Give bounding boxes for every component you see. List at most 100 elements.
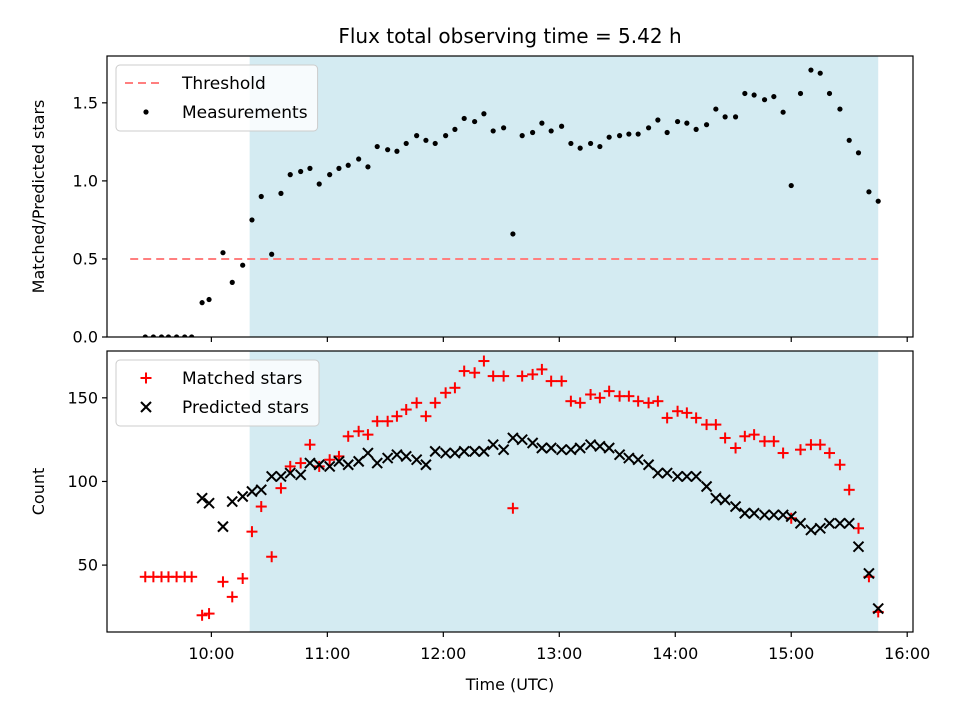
data-point [275, 470, 287, 483]
data-point [643, 397, 655, 409]
data-point [429, 445, 441, 458]
x-axis-label: Time (UTC) [465, 675, 554, 694]
x-tick-label: 16:00 [884, 644, 930, 663]
data-point [632, 454, 644, 466]
data-point [371, 457, 383, 469]
data-point [507, 432, 519, 444]
data-point [795, 444, 807, 456]
data-point [759, 435, 771, 447]
y-tick-label: 0.0 [73, 328, 98, 347]
data-point [616, 133, 623, 139]
data-point [555, 443, 568, 456]
data-point [863, 567, 875, 580]
data-point [478, 355, 490, 367]
data-point [866, 189, 872, 195]
data-point [613, 448, 626, 461]
legend-label: Matched stars [182, 369, 302, 389]
data-point [703, 122, 710, 128]
axes-frame [106, 350, 914, 633]
data-point [246, 526, 258, 538]
data-point [266, 551, 278, 563]
data-point [246, 485, 258, 498]
data-point [307, 165, 313, 171]
data-point [313, 460, 325, 472]
data-point [278, 190, 284, 196]
data-point [226, 591, 238, 603]
data-point [761, 97, 768, 103]
observing-window-shading [249, 351, 879, 632]
axes-frame [106, 55, 914, 338]
x-tick-label: 15:00 [768, 644, 814, 663]
data-point [794, 517, 807, 529]
data-point [817, 70, 823, 76]
data-point [381, 452, 394, 464]
data-point [298, 168, 304, 175]
data-point [805, 524, 817, 536]
data-point [785, 510, 797, 523]
data-point [443, 133, 449, 139]
data-point [872, 602, 884, 615]
data-point [530, 129, 536, 136]
data-point [574, 442, 586, 454]
data-point [548, 128, 554, 134]
data-point [536, 442, 548, 454]
data-point [719, 494, 731, 506]
data-point [458, 365, 470, 377]
data-point [182, 334, 188, 337]
data-point [852, 522, 864, 534]
data-point [568, 140, 574, 147]
data-point [287, 172, 293, 178]
data-point [719, 432, 731, 444]
data-point [365, 164, 371, 170]
y-tick-label: 0.5 [73, 249, 98, 268]
data-point [652, 467, 664, 479]
x-tick-label: 10:00 [188, 644, 234, 663]
data-point [461, 115, 467, 122]
data-point [158, 334, 165, 337]
legend-label: Predicted stars [182, 398, 309, 418]
data-point [739, 430, 751, 442]
data-point [150, 334, 156, 337]
data-point [236, 490, 249, 503]
data-point [258, 193, 264, 200]
data-point [429, 397, 441, 409]
legend: Matched stars Predicted stars [115, 359, 320, 427]
data-point [674, 118, 681, 125]
data-point [269, 251, 275, 257]
data-point [661, 412, 673, 424]
data-point [217, 520, 229, 533]
data-point [645, 125, 652, 131]
data-point [565, 395, 577, 407]
data-point [497, 443, 510, 456]
data-point [603, 442, 615, 454]
data-point [577, 145, 583, 151]
ratio-panel: 0.0 0.5 1.0 1.5 Matched/Predicted stars Thres… [29, 55, 914, 347]
data-point [516, 370, 528, 382]
count-panel: 50 100 150 10:00 11:00 12:00 13:00 14:00 15:00 16… [29, 350, 930, 663]
data-point [777, 447, 789, 459]
data-point [490, 128, 496, 134]
data-point [729, 500, 742, 513]
data-point [403, 140, 409, 147]
data-point [681, 470, 693, 483]
data-point [635, 131, 641, 137]
data-point [452, 126, 458, 132]
data-point [400, 450, 412, 463]
data-point [814, 522, 826, 535]
data-point [249, 217, 255, 223]
data-point [826, 90, 833, 97]
data-point [597, 143, 603, 150]
data-point [805, 439, 817, 451]
legend-swatch [140, 372, 152, 384]
data-point [229, 279, 235, 285]
data-point [768, 509, 780, 521]
data-point [739, 507, 751, 519]
data-point [356, 156, 362, 162]
data-point [391, 410, 403, 422]
data-point [304, 457, 316, 469]
data-point [834, 517, 846, 529]
data-point [440, 387, 452, 399]
data-point [203, 608, 215, 620]
data-point [748, 429, 760, 441]
data-point [730, 442, 742, 454]
